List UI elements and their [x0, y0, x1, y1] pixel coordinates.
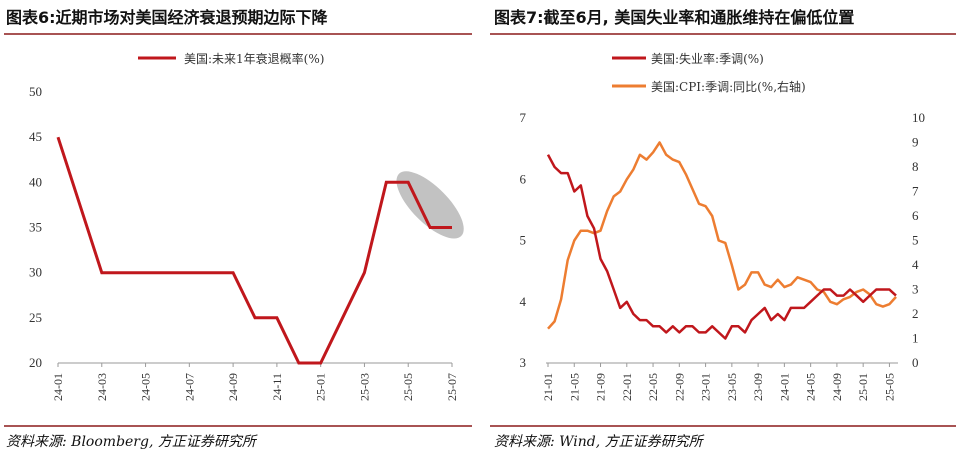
chart7-x-tick-label: 21-01 — [541, 373, 555, 401]
chart6-plot: 20 25 30 35 40 45 50 24-01 24-03 24-05 24-07 24-09… — [29, 51, 464, 401]
chart7-x-tick-label: 25-01 — [856, 373, 870, 401]
chart7-x-tick-label: 23-05 — [725, 373, 739, 401]
chart6-title: 图表6:近期市场对美国经济衰退预期边际下降 — [6, 8, 329, 27]
chart7-y-right-tick-label: 8 — [912, 159, 919, 174]
chart7-x-tick-label: 23-09 — [751, 373, 765, 401]
chart7-y-right-tick-label: 4 — [912, 257, 919, 272]
chart6-legend-label: 美国:未来1年衰退概率(%) — [184, 51, 324, 66]
chart7-legend-label-cpi: 美国:CPI:季调:同比(%,右轴) — [651, 79, 806, 94]
chart6-y-tick-label: 40 — [29, 174, 42, 189]
chart6-x-tick-label: 24-09 — [226, 373, 240, 401]
chart7-y-left-tick-label: 7 — [520, 110, 527, 125]
chart7-y-right-tick-label: 6 — [912, 208, 919, 223]
chart7-legend: 美国:失业率:季调(%) 美国:CPI:季调:同比(%,右轴) — [612, 51, 806, 94]
chart7-series-line-cpi — [547, 141, 897, 330]
chart7-y-right-tick-label: 1 — [912, 331, 919, 346]
chart7-x-tick-label: 23-01 — [699, 373, 713, 401]
chart6-x-tick-label: 25-01 — [314, 373, 328, 401]
chart7-x-tick-label: 24-01 — [777, 373, 791, 401]
chart7-x-tick-label: 24-09 — [830, 373, 844, 401]
chart7-y-right-tick-label: 0 — [912, 355, 919, 370]
chart7-x-tick-label: 25-05 — [882, 373, 896, 401]
chart7-x-tick-label: 24-05 — [804, 373, 818, 401]
chart7-x-tick-label: 21-05 — [567, 373, 581, 401]
chart7-y-right-tick-label: 10 — [912, 110, 925, 125]
chart6-legend: 美国:未来1年衰退概率(%) — [138, 51, 324, 66]
chart6-x-tick-label: 24-01 — [51, 373, 65, 401]
chart6-y-tick-label: 50 — [29, 84, 42, 99]
chart6-y-tick-label: 25 — [29, 310, 42, 325]
chart7-y-right-tick-label: 3 — [912, 282, 919, 297]
chart7-y-right-tick-label: 5 — [912, 233, 919, 248]
chart6-x-tick-label: 24-07 — [182, 373, 196, 401]
chart7-title: 图表7:截至6月, 美国失业率和通胀维持在偏低位置 — [494, 8, 854, 27]
chart7-y-left-tick-label: 4 — [520, 294, 527, 309]
chart7-y-right-tick-label: 9 — [912, 135, 919, 150]
chart7-y-left-tick-label: 3 — [520, 355, 527, 370]
chart7-y-left-tick-label: 5 — [520, 233, 527, 248]
chart6-x-tick-label: 25-05 — [401, 373, 415, 401]
chart6-x-tick-label: 24-11 — [270, 373, 284, 401]
chart7-source: 资料来源: Wind, 方正证券研究所 — [494, 434, 705, 450]
chart7-series-line-unemployment — [546, 154, 897, 340]
chart7-y-right-tick-label: 2 — [912, 306, 919, 321]
chart7-x-tick-label: 22-09 — [672, 373, 686, 401]
chart7-y-right-tick-label: 7 — [912, 184, 919, 199]
chart6-x-tick-label: 25-03 — [357, 373, 371, 401]
chart7-x-tick-label: 22-05 — [646, 373, 660, 401]
chart6-x-tick-label: 25-07 — [445, 373, 459, 401]
chart7-x-tick-label: 22-01 — [620, 373, 634, 401]
chart7-legend-label-unemployment: 美国:失业率:季调(%) — [651, 51, 764, 66]
chart7-plot: 3 4 5 6 7 0 1 2 3 4 5 6 7 8 9 10 21-01 21-05 21-09 22-01 2… — [520, 51, 926, 401]
chart7-x-tick-label: 21-09 — [594, 373, 608, 401]
chart6-highlight-ellipse — [396, 171, 464, 239]
chart6-x-tick-label: 24-05 — [139, 373, 153, 401]
chart6-x-tick-label: 24-03 — [95, 373, 109, 401]
chart6-y-tick-label: 45 — [29, 129, 42, 144]
chart7-y-left-tick-label: 6 — [520, 171, 527, 186]
chart6-y-tick-label: 35 — [29, 220, 42, 235]
chart6-y-tick-label: 30 — [29, 265, 42, 280]
chart6-source: 资料来源: Bloomberg, 方正证券研究所 — [6, 434, 258, 450]
chart6-y-tick-label: 20 — [29, 355, 42, 370]
chart6-series-line-recession-probability — [56, 136, 452, 365]
